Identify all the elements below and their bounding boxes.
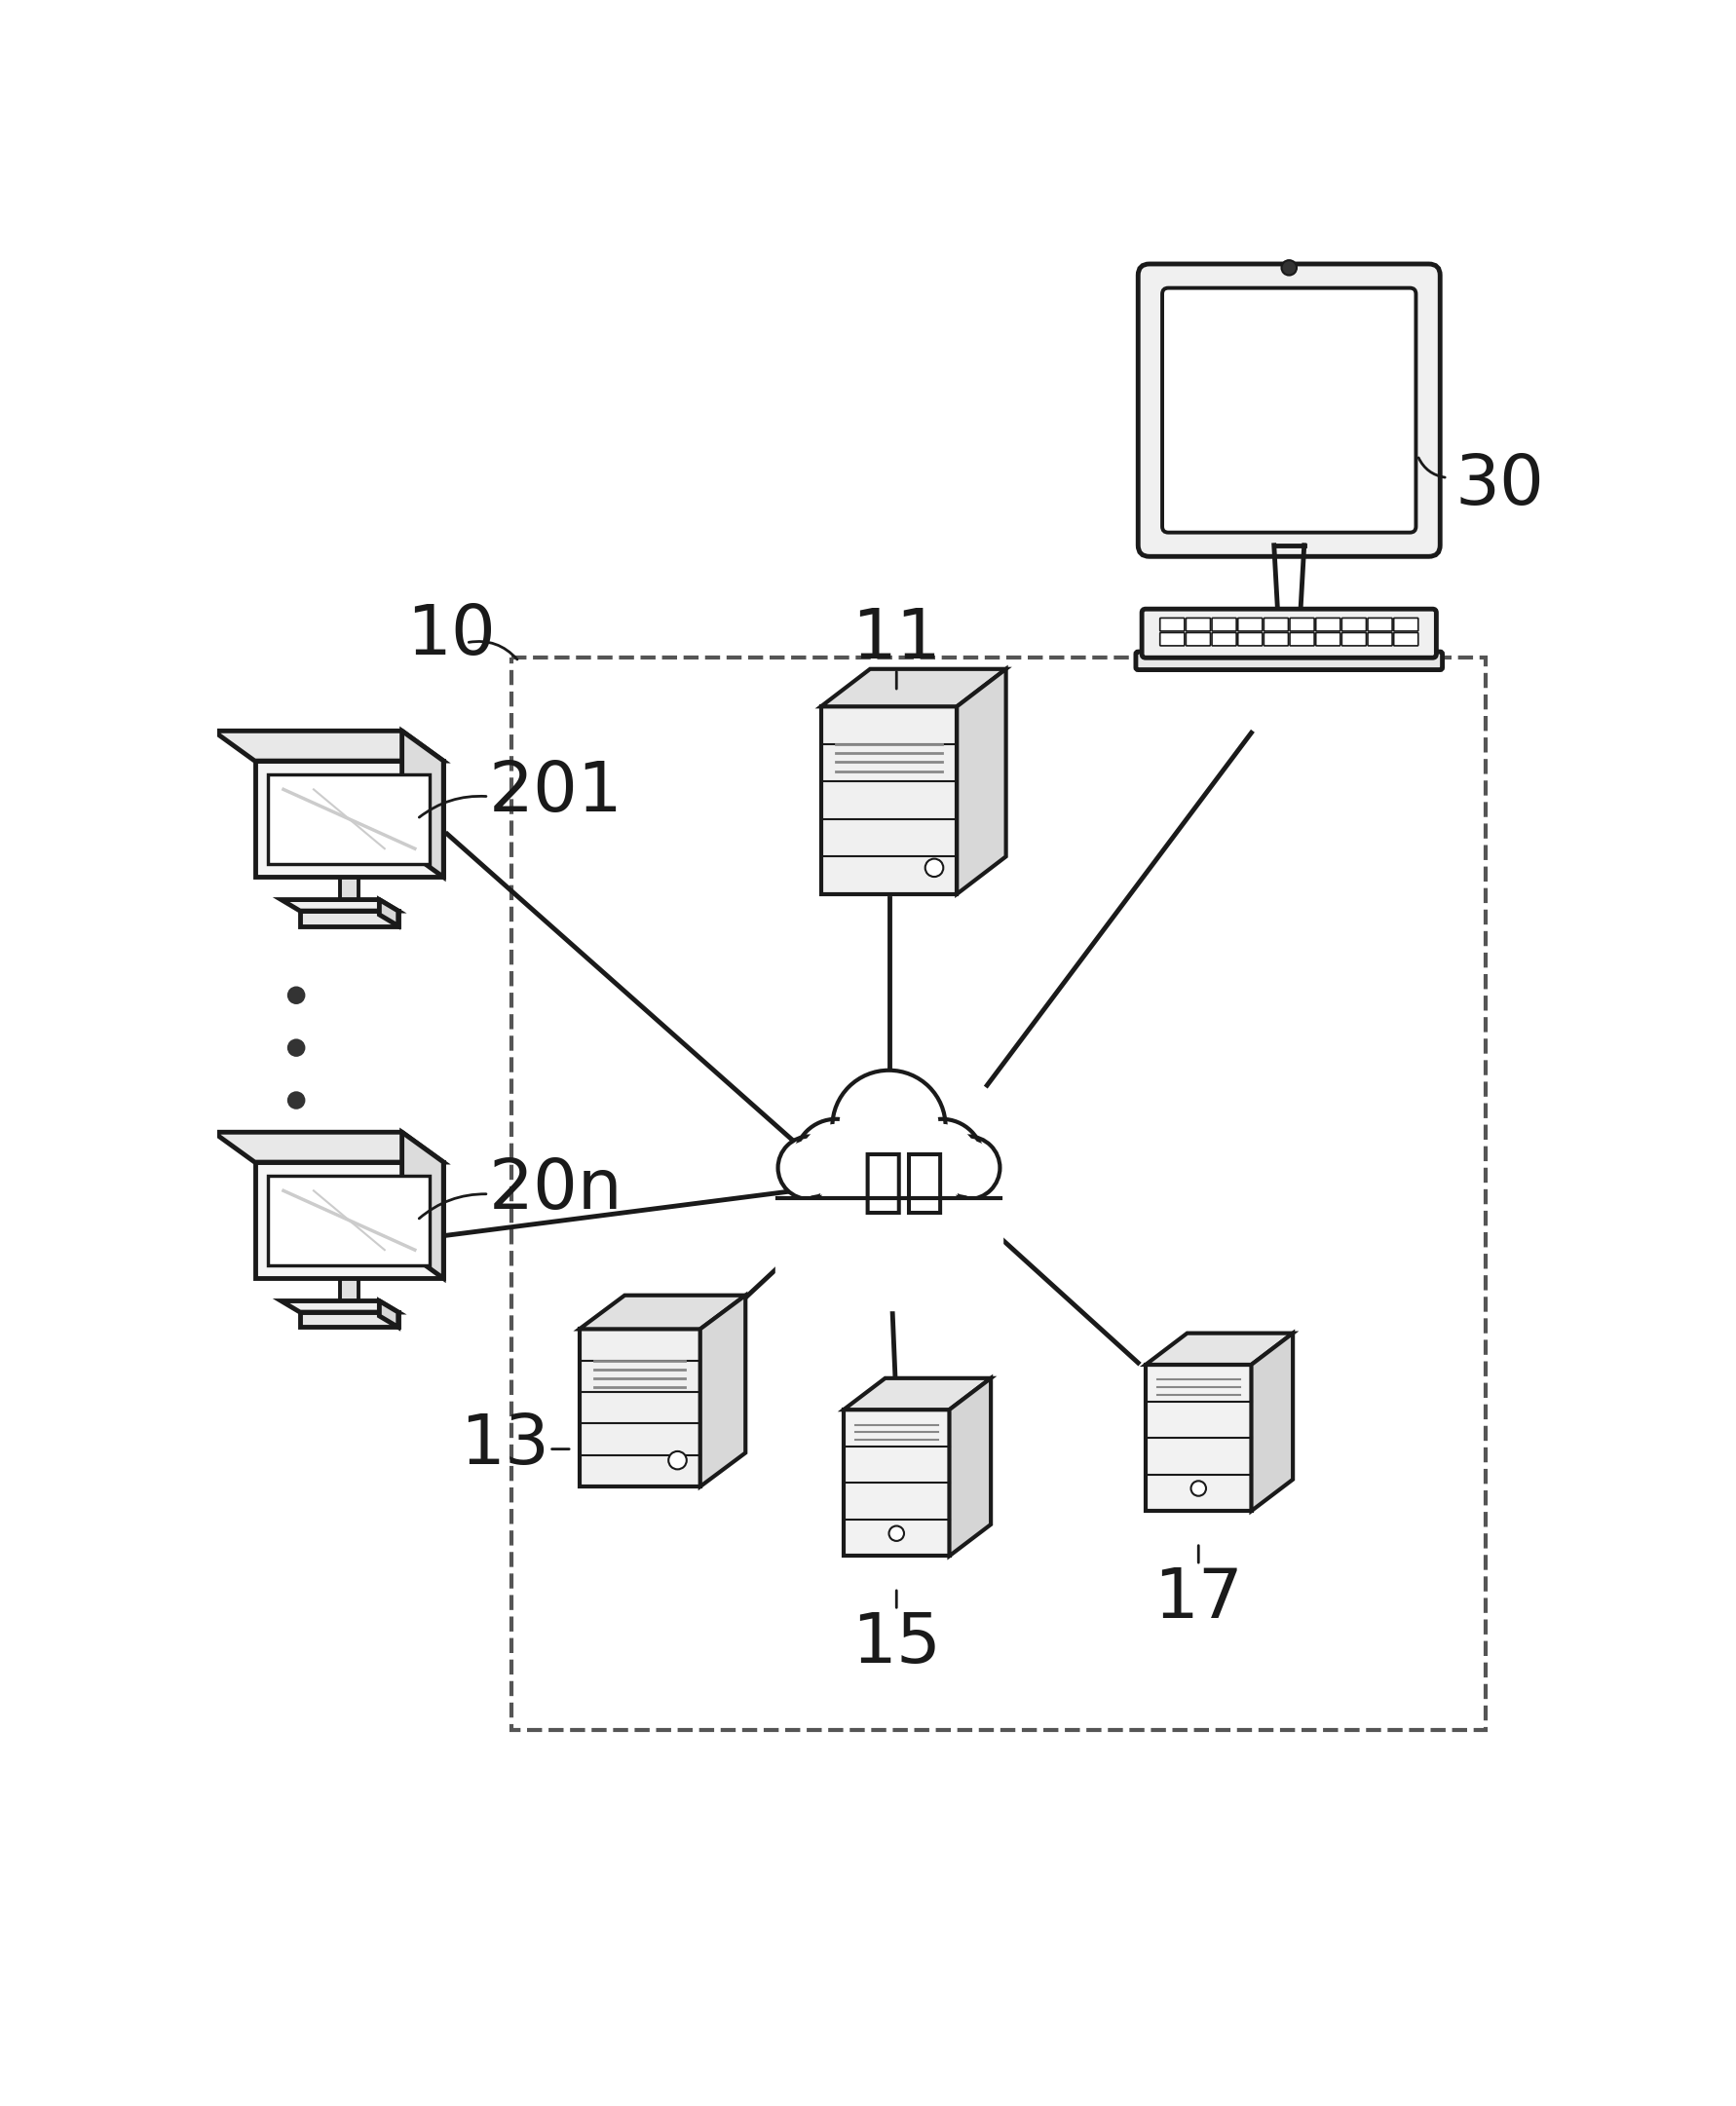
FancyBboxPatch shape xyxy=(1186,632,1210,647)
FancyBboxPatch shape xyxy=(1368,632,1392,647)
Polygon shape xyxy=(255,1163,443,1278)
Text: 网络: 网络 xyxy=(861,1150,946,1217)
Polygon shape xyxy=(1146,1333,1293,1365)
Polygon shape xyxy=(300,1312,398,1327)
FancyBboxPatch shape xyxy=(1163,289,1417,533)
Circle shape xyxy=(821,1175,873,1228)
Circle shape xyxy=(901,1118,983,1203)
Circle shape xyxy=(781,1139,837,1196)
Polygon shape xyxy=(957,670,1005,895)
Polygon shape xyxy=(281,1302,398,1312)
FancyBboxPatch shape xyxy=(1238,632,1262,647)
Circle shape xyxy=(286,1091,306,1110)
Polygon shape xyxy=(403,1133,443,1278)
Polygon shape xyxy=(580,1329,700,1487)
Polygon shape xyxy=(821,706,957,895)
Polygon shape xyxy=(214,1133,443,1163)
Polygon shape xyxy=(269,1175,431,1266)
Polygon shape xyxy=(269,775,431,863)
FancyBboxPatch shape xyxy=(1186,617,1210,632)
Text: 17: 17 xyxy=(1154,1565,1243,1632)
Polygon shape xyxy=(380,899,398,927)
FancyBboxPatch shape xyxy=(1394,632,1418,647)
Polygon shape xyxy=(821,670,1005,706)
Polygon shape xyxy=(255,760,443,876)
Text: 11: 11 xyxy=(852,607,941,672)
Circle shape xyxy=(668,1451,687,1470)
Circle shape xyxy=(286,986,306,1005)
Circle shape xyxy=(795,1118,878,1203)
Circle shape xyxy=(1191,1481,1207,1495)
FancyBboxPatch shape xyxy=(1142,609,1436,657)
FancyBboxPatch shape xyxy=(1290,617,1314,632)
Circle shape xyxy=(889,1527,904,1542)
Polygon shape xyxy=(1146,1365,1252,1510)
FancyBboxPatch shape xyxy=(1238,617,1262,632)
Polygon shape xyxy=(214,731,443,760)
Circle shape xyxy=(904,1125,979,1196)
Polygon shape xyxy=(776,1198,1002,1310)
Polygon shape xyxy=(1252,1333,1293,1510)
Circle shape xyxy=(838,1076,939,1175)
Circle shape xyxy=(925,859,943,876)
Text: 30: 30 xyxy=(1455,451,1545,518)
FancyBboxPatch shape xyxy=(1139,263,1441,556)
Text: 10: 10 xyxy=(406,602,496,670)
FancyBboxPatch shape xyxy=(1394,617,1418,632)
FancyBboxPatch shape xyxy=(1368,617,1392,632)
Text: 20n: 20n xyxy=(490,1156,623,1224)
Circle shape xyxy=(833,1150,899,1215)
Circle shape xyxy=(878,1150,944,1215)
Circle shape xyxy=(778,1137,842,1198)
Polygon shape xyxy=(300,912,398,927)
Circle shape xyxy=(941,1139,996,1196)
FancyBboxPatch shape xyxy=(1316,632,1340,647)
Circle shape xyxy=(800,1125,873,1196)
FancyBboxPatch shape xyxy=(1290,632,1314,647)
FancyBboxPatch shape xyxy=(1160,632,1184,647)
Circle shape xyxy=(1281,261,1297,276)
Circle shape xyxy=(873,1146,950,1219)
Text: 201: 201 xyxy=(490,758,623,826)
FancyBboxPatch shape xyxy=(1212,617,1236,632)
Polygon shape xyxy=(700,1295,745,1487)
FancyBboxPatch shape xyxy=(1342,617,1366,632)
Polygon shape xyxy=(340,1278,359,1312)
Polygon shape xyxy=(403,731,443,876)
FancyBboxPatch shape xyxy=(1264,617,1288,632)
Circle shape xyxy=(286,1038,306,1057)
FancyBboxPatch shape xyxy=(1342,632,1366,647)
Polygon shape xyxy=(844,1409,950,1556)
Circle shape xyxy=(901,1171,960,1232)
FancyBboxPatch shape xyxy=(1264,632,1288,647)
Polygon shape xyxy=(281,899,398,912)
Polygon shape xyxy=(380,1302,398,1327)
FancyBboxPatch shape xyxy=(1316,617,1340,632)
Circle shape xyxy=(904,1175,957,1228)
Circle shape xyxy=(936,1137,1000,1198)
Polygon shape xyxy=(340,876,359,912)
FancyBboxPatch shape xyxy=(1160,617,1184,632)
Circle shape xyxy=(828,1146,904,1219)
Circle shape xyxy=(832,1070,946,1184)
Text: 15: 15 xyxy=(852,1611,941,1678)
Polygon shape xyxy=(844,1377,991,1409)
Polygon shape xyxy=(580,1295,745,1329)
FancyBboxPatch shape xyxy=(1135,651,1443,670)
Text: 13: 13 xyxy=(460,1411,549,1478)
Polygon shape xyxy=(950,1377,991,1556)
Circle shape xyxy=(858,1177,920,1240)
FancyBboxPatch shape xyxy=(1212,632,1236,647)
Circle shape xyxy=(861,1181,917,1236)
Circle shape xyxy=(818,1171,878,1232)
